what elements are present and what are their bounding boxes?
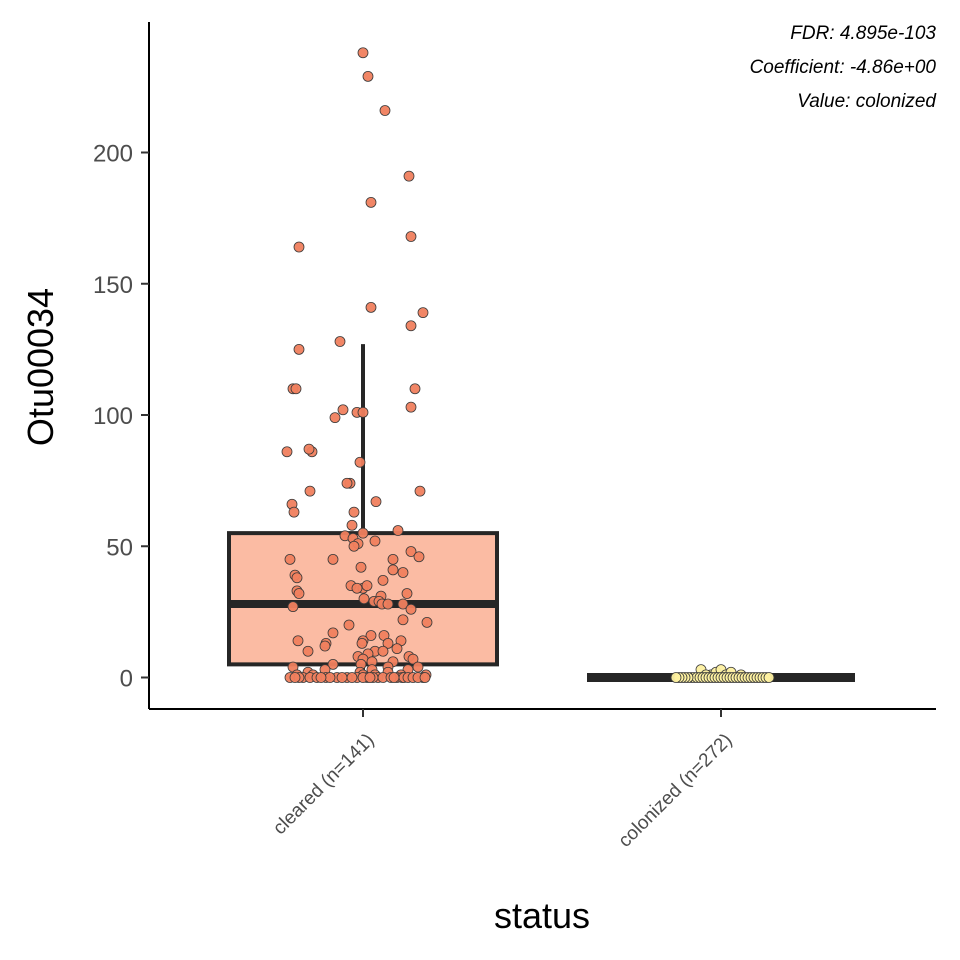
data-point <box>417 307 429 319</box>
data-point <box>401 588 413 599</box>
y-tick-label: 200 <box>93 141 133 168</box>
data-point <box>303 443 315 455</box>
y-tick-label: 0 <box>120 666 133 693</box>
data-point <box>397 567 409 578</box>
annotation-coefficient: Coefficient: -4.86e+00 <box>750 57 937 78</box>
data-point <box>327 627 339 639</box>
data-point <box>348 540 360 552</box>
data-point <box>324 672 336 683</box>
data-point <box>319 640 331 652</box>
data-point <box>362 70 374 82</box>
data-point <box>391 643 403 655</box>
data-point <box>288 506 300 518</box>
data-point <box>392 525 404 536</box>
data-point <box>293 241 305 253</box>
data-point <box>293 588 305 599</box>
data-point <box>337 404 349 416</box>
data-point <box>388 672 400 683</box>
data-point <box>341 477 353 489</box>
data-point <box>379 105 391 116</box>
data-point <box>358 593 370 605</box>
data-point <box>405 603 417 615</box>
axes-layer: 0 50 100 150 200 cleared (n=141) colonized (n=… <box>93 22 936 852</box>
data-point <box>302 645 314 657</box>
y-tick-label: 100 <box>93 403 133 430</box>
data-point <box>403 170 415 182</box>
data-point <box>382 637 394 649</box>
data-point <box>377 645 389 657</box>
data-point <box>284 553 296 565</box>
x-tick-label: colonized (n=272) <box>615 730 737 852</box>
data-point <box>405 320 417 332</box>
y-axis-title: Otu00034 <box>20 288 61 446</box>
jitter-points-layer <box>281 47 775 683</box>
data-point <box>421 616 433 628</box>
data-point <box>290 383 302 395</box>
data-point <box>387 553 399 565</box>
data-point <box>357 47 369 59</box>
data-point <box>397 614 409 626</box>
points-cleared <box>281 47 433 683</box>
data-point <box>287 601 299 613</box>
data-point <box>357 406 369 418</box>
data-point <box>343 619 355 631</box>
data-point <box>377 574 389 586</box>
y-tick-label: 150 <box>93 272 133 299</box>
data-point <box>405 231 417 242</box>
data-point <box>370 496 382 508</box>
data-point <box>364 672 376 683</box>
data-point <box>365 196 377 208</box>
stats-annotations: FDR: 4.895e-103 Coefficient: -4.86e+00 V… <box>750 23 938 112</box>
data-point <box>405 401 417 413</box>
data-point <box>346 519 358 531</box>
data-point <box>351 582 363 594</box>
annotation-fdr: FDR: 4.895e-103 <box>790 23 936 44</box>
data-point <box>356 637 368 649</box>
data-point <box>763 672 775 683</box>
data-point <box>355 561 367 573</box>
x-tick-label: cleared (n=141) <box>269 730 378 839</box>
data-point <box>292 635 304 647</box>
points-colonized <box>670 664 775 683</box>
data-point <box>304 485 316 497</box>
data-point <box>315 672 327 683</box>
data-point <box>293 343 305 355</box>
data-point <box>412 661 424 673</box>
data-point <box>414 485 426 497</box>
data-point <box>348 506 360 518</box>
data-point <box>281 446 293 458</box>
data-point <box>382 598 394 610</box>
data-point <box>327 553 339 565</box>
annotation-value: Value: colonized <box>797 91 937 112</box>
data-point <box>397 598 409 610</box>
data-point <box>369 535 381 547</box>
box-cleared <box>227 344 499 678</box>
data-point <box>670 672 682 683</box>
y-tick-label: 50 <box>106 534 133 561</box>
data-point <box>357 527 369 539</box>
data-point <box>419 672 431 683</box>
data-point <box>413 551 425 563</box>
data-point <box>329 412 341 424</box>
data-point <box>354 456 366 468</box>
data-point <box>365 630 377 641</box>
data-point <box>334 336 346 347</box>
x-axis-title: status <box>494 895 590 936</box>
data-point <box>336 672 348 683</box>
data-point <box>405 546 417 557</box>
data-point <box>346 672 358 683</box>
data-point <box>407 653 419 665</box>
data-point <box>409 383 421 395</box>
box-layer <box>227 344 855 682</box>
data-point <box>387 564 399 576</box>
data-point <box>289 672 301 683</box>
data-point <box>327 658 339 670</box>
data-point <box>291 572 303 584</box>
data-point <box>365 301 377 313</box>
data-point <box>361 580 373 592</box>
